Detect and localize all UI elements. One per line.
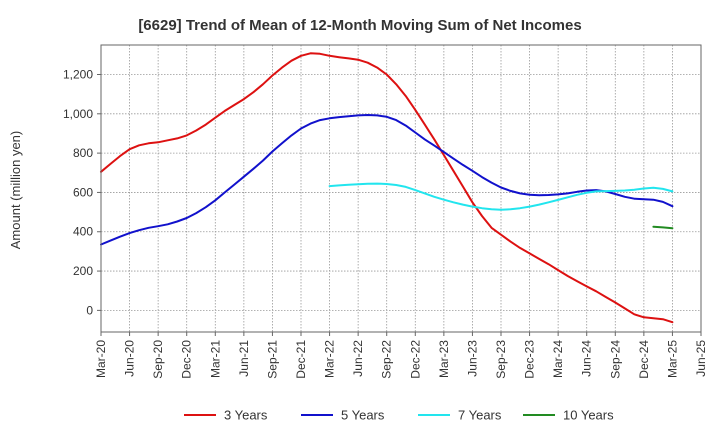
x-tick-label: Jun-25 (694, 340, 708, 377)
plot-area (100, 44, 702, 333)
y-tick-label: 0 (86, 303, 93, 317)
x-tick-label: Jun-21 (237, 340, 251, 377)
series-line-5-years (100, 114, 674, 246)
x-ticks: Mar-20 Jun-20 Sep-20 Dec-20 Mar-21 Jun-21 Sep-… (94, 332, 708, 379)
x-tick-label: Dec-21 (294, 340, 308, 379)
series-line-10-years (652, 225, 674, 230)
y-axis-label: Amount (million yen) (8, 131, 23, 250)
chart-title: [6629] Trend of Mean of 12-Month Moving … (138, 17, 581, 34)
y-tick-label: 400 (73, 225, 93, 239)
y-ticks: 0 200 400 600 800 1,000 1,200 (63, 67, 101, 317)
x-tick-label: Mar-23 (437, 340, 451, 378)
x-tick-label: Mar-20 (94, 340, 108, 378)
x-tick-label: Jun-20 (123, 340, 137, 377)
x-tick-label: Jun-23 (465, 340, 479, 377)
x-tick-label: Sep-22 (380, 340, 394, 379)
legend-label-0: 3 Years (224, 408, 268, 423)
x-tick-label: Dec-24 (637, 340, 651, 379)
legend-label-2: 7 Years (458, 408, 502, 423)
legend: 3 Years 5 Years 7 Years 10 Years (184, 408, 614, 423)
legend-label-3: 10 Years (563, 408, 614, 423)
x-tick-label: Mar-25 (665, 340, 679, 378)
x-tick-label: Sep-21 (265, 340, 279, 379)
x-tick-label: Sep-20 (151, 340, 165, 379)
y-tick-label: 600 (73, 185, 93, 199)
legend-label-1: 5 Years (341, 408, 385, 423)
x-tick-label: Dec-22 (408, 340, 422, 379)
y-tick-label: 1,000 (63, 107, 93, 121)
series-line-7-years (328, 182, 674, 211)
x-tick-label: Sep-24 (608, 340, 622, 379)
series-line-3-years (100, 52, 674, 324)
y-tick-label: 1,200 (63, 67, 93, 81)
x-tick-label: Mar-24 (551, 340, 565, 378)
y-tick-label: 200 (73, 264, 93, 278)
x-tick-label: Dec-23 (523, 340, 537, 379)
x-tick-label: Jun-22 (351, 340, 365, 377)
x-tick-label: Sep-23 (494, 340, 508, 379)
x-tick-label: Mar-22 (323, 340, 337, 378)
series-lines (100, 52, 674, 324)
x-tick-label: Jun-24 (580, 340, 594, 377)
x-tick-label: Mar-21 (208, 340, 222, 378)
y-tick-label: 800 (73, 146, 93, 160)
grid (100, 45, 702, 332)
x-tick-label: Dec-20 (180, 340, 194, 379)
